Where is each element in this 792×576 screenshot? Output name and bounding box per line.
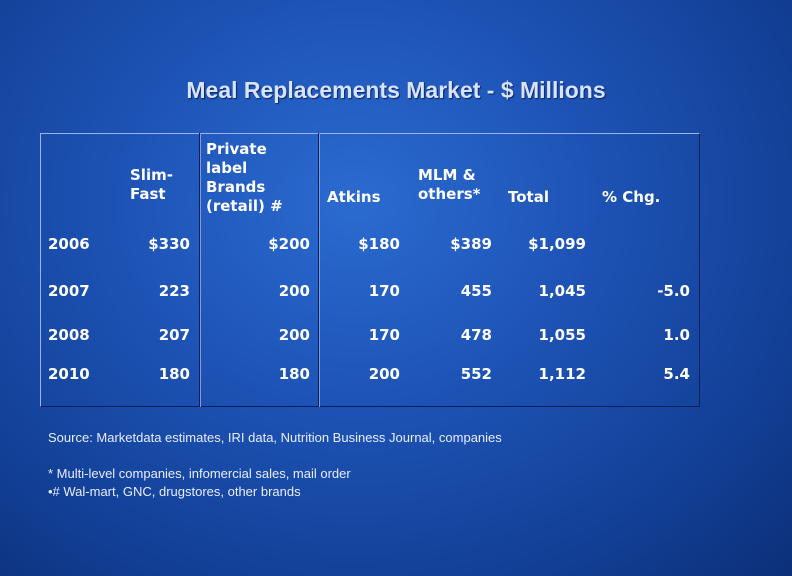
cell-mlm: $389 <box>450 235 492 253</box>
row-year: 2007 <box>48 282 90 300</box>
header-pct-change: % Chg. <box>602 188 661 206</box>
cell-atkins: $180 <box>358 235 400 253</box>
header-mlm: MLM & others* <box>418 166 481 203</box>
cell-total: 1,045 <box>538 282 586 300</box>
cell-atkins: 170 <box>368 282 400 300</box>
page-title: Meal Replacements Market - $ Millions <box>186 77 606 103</box>
cell-mlm: 455 <box>460 282 492 300</box>
cell-atkins: 170 <box>368 326 400 344</box>
footnote-asterisk: * Multi-level companies, infomercial sal… <box>48 466 351 481</box>
row-year: 2010 <box>48 365 90 383</box>
header-private-label: Private label Brands (retail) # <box>206 140 283 215</box>
table-frame <box>40 133 700 407</box>
cell-total: 1,112 <box>538 365 586 383</box>
cell-private: 180 <box>278 365 310 383</box>
cell-slimfast: 223 <box>158 282 190 300</box>
cell-mlm: 552 <box>460 365 492 383</box>
column-divider <box>199 133 201 407</box>
cell-slimfast: 180 <box>158 365 190 383</box>
cell-total: $1,099 <box>528 235 586 253</box>
cell-pct-change: 1.0 <box>663 326 690 344</box>
cell-atkins: 200 <box>368 365 400 383</box>
cell-pct-change: -5.0 <box>657 282 690 300</box>
cell-private: 200 <box>278 326 310 344</box>
cell-slimfast: $330 <box>148 235 190 253</box>
row-year: 2006 <box>48 235 90 253</box>
footnote-hash: •# Wal-mart, GNC, drugstores, other bran… <box>48 484 301 499</box>
header-atkins: Atkins <box>327 188 381 206</box>
cell-pct-change: 5.4 <box>663 365 690 383</box>
row-year: 2008 <box>48 326 90 344</box>
column-divider <box>318 133 320 407</box>
cell-private: $200 <box>268 235 310 253</box>
cell-total: 1,055 <box>538 326 586 344</box>
cell-slimfast: 207 <box>158 326 190 344</box>
header-slimfast: Slim- Fast <box>130 166 173 203</box>
cell-private: 200 <box>278 282 310 300</box>
source-note: Source: Marketdata estimates, IRI data, … <box>48 430 502 445</box>
cell-mlm: 478 <box>460 326 492 344</box>
header-total: Total <box>508 188 549 206</box>
